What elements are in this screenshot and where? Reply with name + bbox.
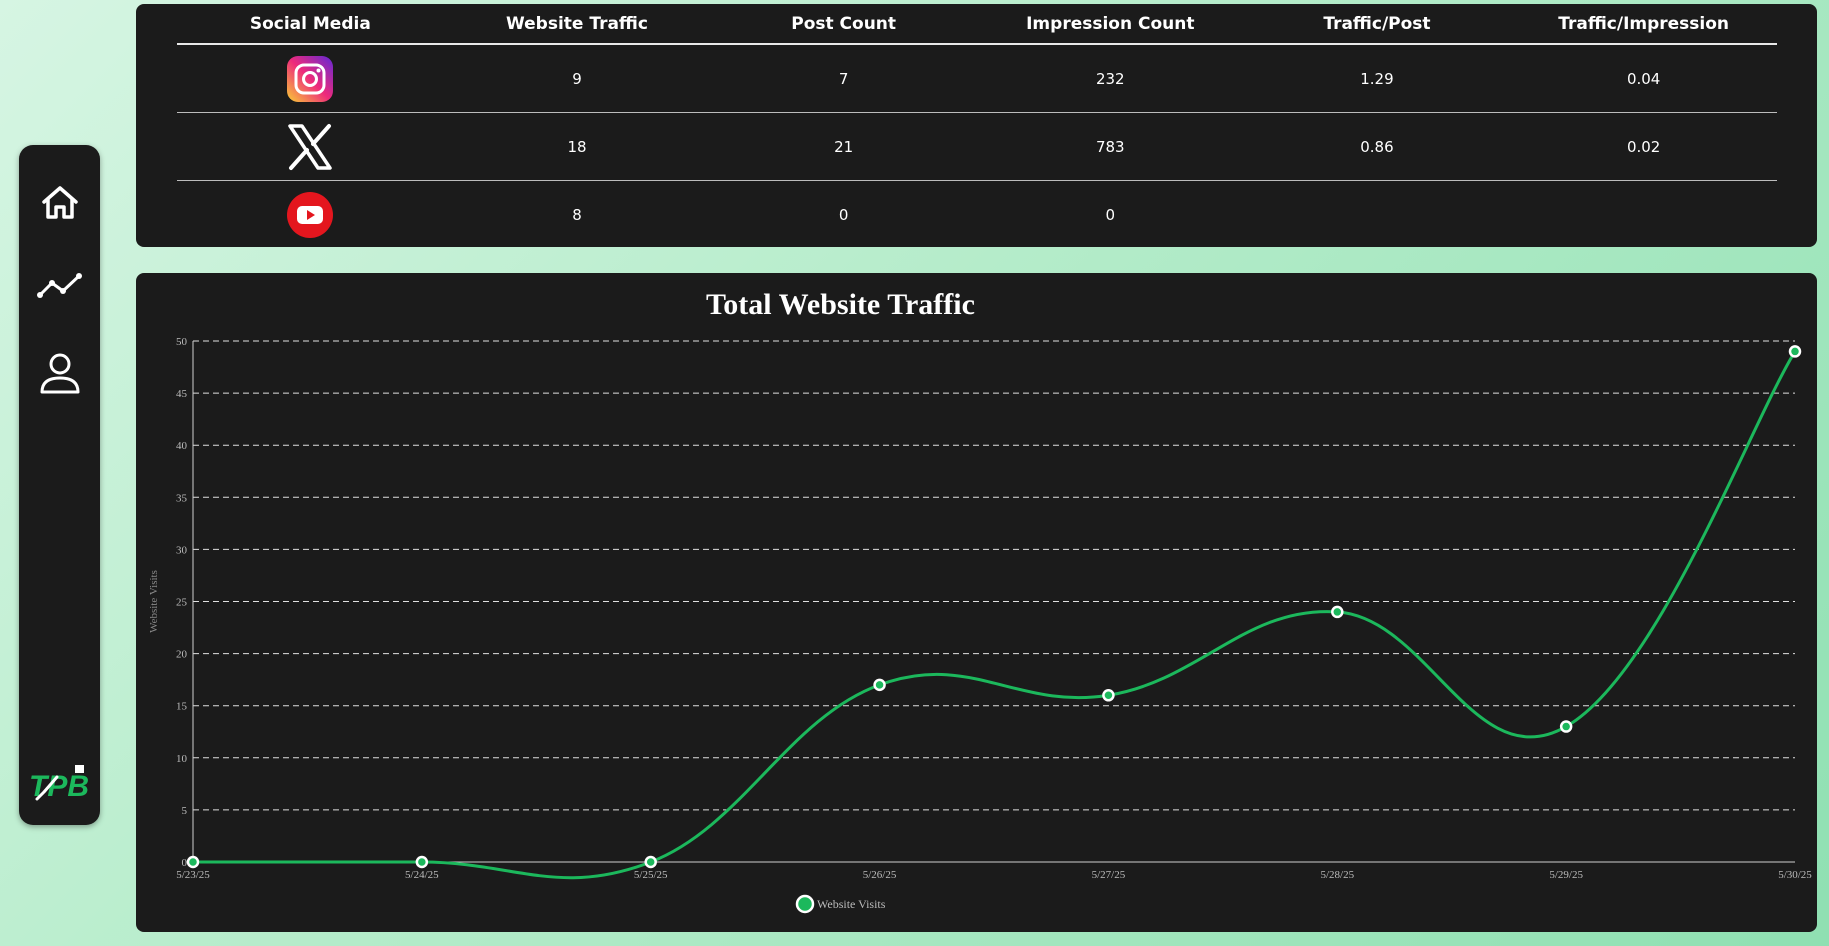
impression-count-cell: 0 (1105, 205, 1116, 224)
column-header: Post Count (710, 4, 977, 45)
impression-count-cell: 232 (976, 44, 1244, 113)
data-point (873, 678, 886, 692)
traffic-per-post-cell: 0.86 (1243, 112, 1511, 181)
traffic-per-impression-cell: 0.02 (1510, 112, 1777, 181)
column-header: Social Media (177, 4, 444, 45)
y-tick-label: 0 (182, 857, 188, 869)
traffic-per-impression-cell: 0.04 (1510, 44, 1777, 113)
traffic-per-post-cell: 1.29 (1243, 44, 1511, 113)
traffic-table: Social Media Website Traffic Post Count … (177, 4, 1777, 248)
brand-logo: TPB (27, 763, 93, 803)
y-tick-label: 30 (176, 544, 188, 556)
x-tick-label: 5/28/25 (1320, 869, 1354, 881)
traffic-per-impression-cell (1510, 181, 1777, 249)
y-axis-label: Website Visits (148, 570, 160, 633)
website-traffic-cell: 18 (443, 112, 711, 181)
column-header: Traffic/Impression (1510, 4, 1777, 45)
post-count-cell: 7 (710, 44, 977, 113)
x-tick-label: 5/25/25 (634, 869, 668, 881)
y-tick-label: 10 (176, 753, 188, 765)
x-tick-label: 5/30/25 (1778, 869, 1812, 881)
platform-cell (177, 181, 444, 249)
x-tick-label: 5/24/25 (405, 869, 439, 881)
traffic-per-post-cell (1244, 181, 1511, 249)
data-point (1102, 689, 1115, 702)
column-header: Website Traffic (443, 4, 711, 45)
platform-cell (177, 112, 444, 181)
traffic-line-chart: 0 5 10 15 20 25 30 35 40 45 50 5/23/25 5/24/25 5/25/2… (148, 336, 1812, 914)
y-tick-label: 40 (176, 440, 188, 452)
data-point (1559, 720, 1573, 733)
column-header: Traffic/Post (1243, 4, 1511, 45)
table-row: 8 0 0 (177, 181, 1777, 249)
x-tick-label: 5/26/25 (863, 869, 897, 881)
impression-count-cell: 783 (976, 112, 1244, 181)
x-icon (286, 123, 334, 171)
sidebar: TPB (19, 145, 100, 825)
data-point (1788, 345, 1802, 358)
y-tick-label: 35 (176, 492, 188, 504)
nav-analytics-button[interactable] (37, 262, 83, 308)
data-point (415, 855, 429, 869)
x-tick-label: 5/29/25 (1549, 869, 1583, 881)
nav-profile-button[interactable] (37, 350, 83, 396)
y-tick-label: 50 (176, 336, 188, 348)
line-chart-icon (37, 273, 82, 298)
website-traffic-cell: 9 (443, 44, 711, 113)
y-tick-label: 20 (176, 649, 188, 661)
x-tick-label: 5/27/25 (1092, 869, 1126, 881)
post-count-cell: 0 (838, 205, 849, 224)
y-tick-label: 5 (182, 805, 188, 817)
data-point (644, 855, 657, 869)
youtube-icon (286, 191, 334, 239)
legend-marker (795, 894, 815, 914)
post-count-cell: 21 (710, 112, 977, 181)
nav-home-button[interactable] (37, 180, 83, 226)
series-line (193, 350, 1797, 880)
table-row: 9 7 232 1.29 0.04 (177, 44, 1777, 113)
website-traffic-cell: 8 (572, 205, 582, 224)
traffic-table-card: Social Media Website Traffic Post Count … (136, 4, 1817, 247)
legend-label: Website Visits (817, 897, 886, 911)
traffic-chart-card: 0 5 10 15 20 25 30 35 40 45 50 5/23/25 5/24/25 5/25/2… (136, 273, 1817, 932)
chart-title: Total Website Traffic (706, 288, 975, 321)
data-point (1331, 605, 1344, 619)
data-point (186, 855, 200, 869)
user-icon (40, 353, 80, 394)
home-icon (42, 186, 78, 219)
y-tick-label: 45 (176, 388, 188, 400)
instagram-icon (286, 55, 334, 103)
x-tick-label: 5/23/25 (176, 869, 210, 881)
table-row: 18 21 783 0.86 0.02 (177, 112, 1777, 181)
y-tick-label: 15 (176, 701, 188, 713)
table-header-row: Social Media Website Traffic Post Count … (177, 4, 1777, 45)
platform-cell (177, 44, 444, 113)
y-tick-label: 25 (176, 597, 188, 609)
column-header: Impression Count (976, 4, 1244, 45)
